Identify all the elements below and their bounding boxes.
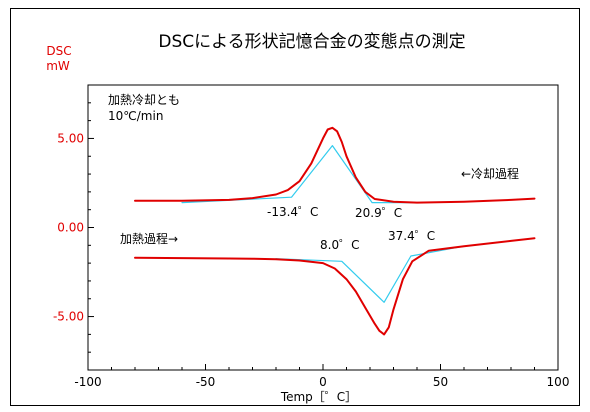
heating-tangent-lines — [275, 245, 465, 303]
y-tick-label: 5.00 — [57, 131, 84, 145]
plot-area — [87, 84, 559, 371]
x-tick-labels: -100 -50 0 50 100 — [74, 375, 569, 389]
annotation-cooling-label: ←冷却過程 — [461, 166, 519, 181]
y-tick-labels: 5.00 0.00 -5.00 — [53, 131, 84, 323]
x-tick-label: -50 — [196, 375, 216, 389]
heating-curve — [134, 237, 536, 336]
x-tick-label: -100 — [74, 375, 101, 389]
chart-title: DSCによる形状記憶合金の変態点の測定 — [158, 32, 465, 52]
cooling-tangent-lines — [181, 145, 418, 204]
axis-ticks — [87, 102, 559, 370]
annotation-t-cool-high: 20.9゜C — [355, 206, 402, 220]
y-axis-label: DSC — [46, 44, 71, 58]
annotation-condition-line1: 加熱冷却とも — [108, 93, 180, 107]
data-series — [134, 126, 536, 336]
y-axis-unit: mW — [46, 59, 70, 73]
x-tick-label: 50 — [433, 375, 448, 389]
chart-frame — [10, 8, 580, 406]
x-tick-label: 100 — [547, 375, 570, 389]
annotation-t-heat-high: 37.4゜C — [388, 229, 435, 243]
annotation-heating-label: 加熱過程→ — [120, 231, 178, 246]
x-axis-label: Temp［゜C］ — [280, 390, 357, 404]
cooling-curve — [134, 126, 536, 204]
y-tick-label: -5.00 — [53, 310, 84, 324]
annotation-condition-line2: 10℃/min — [108, 109, 163, 123]
y-tick-label: 0.00 — [57, 221, 84, 235]
x-tick-label: 0 — [319, 375, 327, 389]
annotation-t-heat-low: 8.0゜C — [320, 238, 359, 252]
annotation-t-cool-low: -13.4゜C — [267, 205, 318, 219]
